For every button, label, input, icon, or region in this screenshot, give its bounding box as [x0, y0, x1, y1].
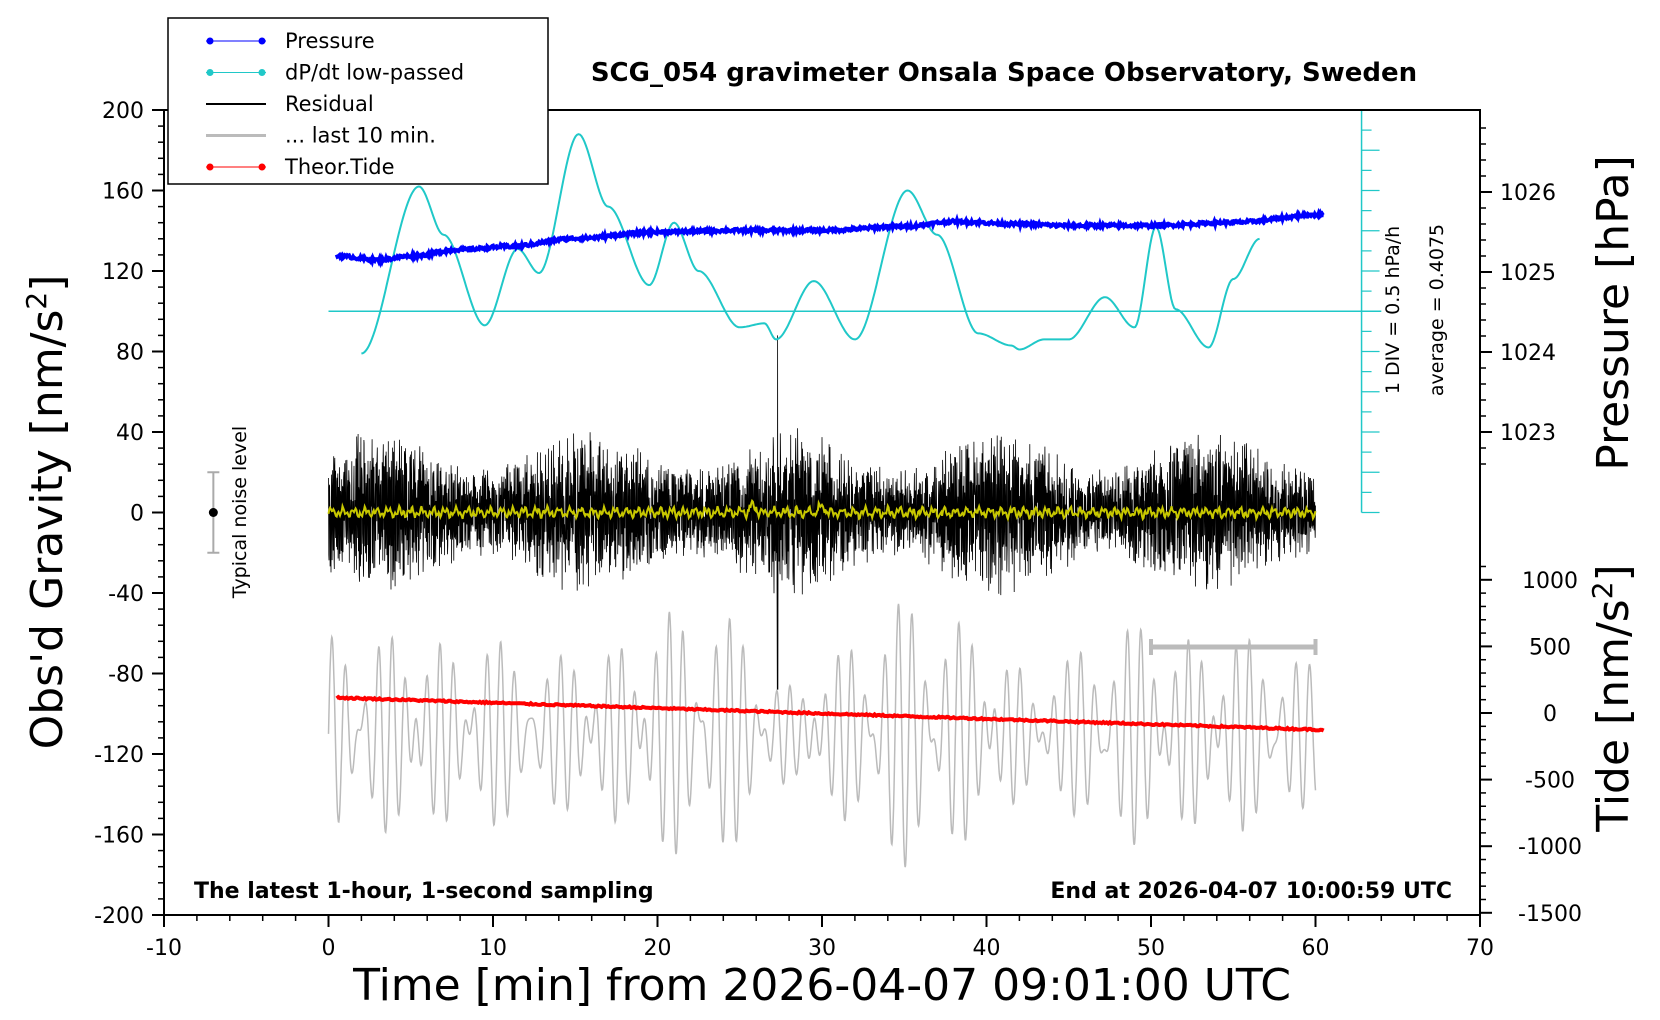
- tide-tick-label: 0: [1543, 702, 1557, 727]
- pressure-tick-label: 1026: [1500, 181, 1556, 206]
- tide-tick-label: -1500: [1518, 902, 1582, 927]
- legend-label: Pressure: [285, 29, 375, 53]
- legend-swatch-marker: [206, 163, 214, 171]
- y-axis-left-label: Obs'd Gravity [nm/s2]: [20, 275, 73, 750]
- x-tick-label: 60: [1302, 936, 1330, 961]
- y-left-tick-label: -160: [94, 824, 144, 849]
- y-axis-pressure-label: Pressure [hPa]: [1588, 155, 1639, 471]
- y-axis-left-label-sup: 2: [20, 292, 53, 310]
- tide-tick-label: 500: [1529, 635, 1571, 660]
- y-left-tick-label: -120: [94, 743, 144, 768]
- x-tick-label: 20: [644, 936, 672, 961]
- y-axis-left-label-end: ]: [22, 275, 73, 292]
- y-left-tick-label: -40: [108, 582, 144, 607]
- x-axis-label: Time [min] from 2026-04-07 09:01:00 UTC: [352, 960, 1291, 1011]
- tide-tick-label: -1000: [1518, 835, 1582, 860]
- y-axis-tide-label-end: ]: [1588, 564, 1639, 581]
- note-end-time: End at 2026-04-07 10:00:59 UTC: [1050, 879, 1452, 904]
- y-axis-tide-label-main: Tide [nm/s: [1588, 599, 1639, 832]
- dpdt-scale-label: 1 DIV = 0.5 hPa/h: [1382, 226, 1404, 394]
- legend-swatch-marker: [258, 163, 266, 171]
- pressure-tick-label: 1024: [1500, 341, 1556, 366]
- x-tick-label: 10: [479, 936, 507, 961]
- x-tick-label: 70: [1466, 936, 1494, 961]
- legend: Pressure dP/dt low-passed Residual ... last…: [167, 17, 549, 185]
- y-left-tick-label: 160: [102, 180, 144, 205]
- legend-swatch-marker: [206, 69, 214, 76]
- residual-line: [328, 335, 1316, 690]
- y-left-tick-label: 80: [116, 341, 144, 366]
- legend-label: ... last 10 min.: [285, 124, 436, 148]
- y-left-tick-label: 120: [102, 260, 144, 285]
- tide-line: [335, 694, 1325, 733]
- x-tick-label: -10: [146, 936, 182, 961]
- y-left-tick-label: 0: [130, 502, 144, 527]
- x-tick-label: 30: [808, 936, 836, 961]
- dpdt-line: [361, 133, 1260, 355]
- y-axis-left-label-main: Obs'd Gravity [nm/s: [22, 310, 73, 750]
- pressure-tick-label: 1025: [1500, 261, 1556, 286]
- x-tick-label: 40: [973, 936, 1001, 961]
- chart-title: SCG_054 gravimeter Onsala Space Observat…: [591, 58, 1417, 88]
- note-latest-hour: The latest 1-hour, 1-second sampling: [194, 879, 654, 904]
- last10-line: [327, 603, 1317, 868]
- legend-label: Residual: [285, 92, 374, 116]
- x-tick-label: 50: [1137, 936, 1165, 961]
- y-axis-tide-label-sup: 2: [1586, 581, 1619, 599]
- y-axis-tide-label: Tide [nm/s2]: [1586, 564, 1639, 832]
- legend-label: Theor.Tide: [284, 155, 395, 179]
- axis-ticks: -10 0 10 20 30 40 50 60 70 -200 -160 -120 -80 -40 0 40 8…: [94, 99, 1582, 961]
- y-left-tick-label: -200: [94, 904, 144, 929]
- y-left-tick-label: 200: [102, 99, 144, 124]
- tide-tick-label: -500: [1525, 769, 1575, 794]
- residual-lowpass-line: [327, 498, 1317, 523]
- tide-tick-label: 1000: [1522, 569, 1578, 594]
- x-tick-label: 0: [322, 936, 336, 961]
- dpdt-average-label: average = 0.4075: [1426, 224, 1448, 396]
- legend-swatch-marker: [258, 37, 266, 45]
- legend-swatch-marker: [206, 37, 214, 45]
- y-left-tick-label: -80: [108, 663, 144, 688]
- legend-label: dP/dt low-passed: [285, 61, 464, 85]
- noise-level-label: Typical noise level: [229, 426, 251, 599]
- pressure-line: [334, 207, 1325, 269]
- plot-content: [207, 109, 1382, 868]
- noise-bar-point: [208, 508, 218, 517]
- y-left-tick-label: 40: [116, 421, 144, 446]
- legend-box: [167, 17, 549, 185]
- pressure-tick-label: 1023: [1500, 421, 1556, 446]
- legend-swatch-marker: [258, 69, 266, 76]
